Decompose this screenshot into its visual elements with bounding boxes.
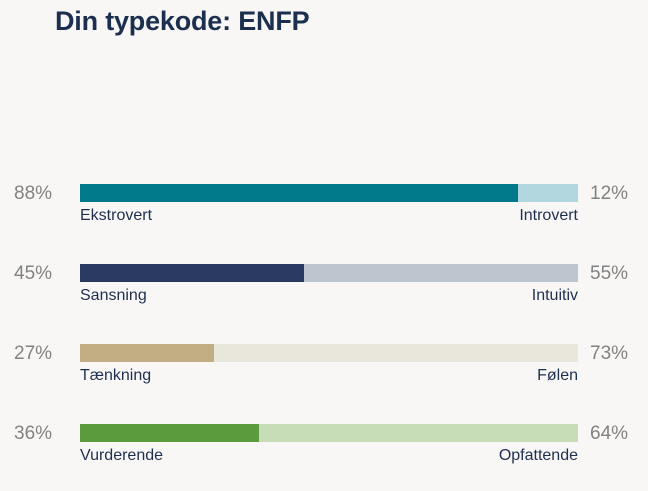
dichotomy-row: 45% 55% Sansning Intuitiv — [0, 251, 648, 331]
right-pole-label: Opfattende — [498, 447, 578, 464]
label-line: Tænkning Følen — [80, 364, 578, 388]
dichotomy-bar-list: 88% 12% Ekstrovert Introvert 45% 55% — [0, 171, 648, 491]
left-pole-label: Ekstrovert — [80, 207, 153, 224]
dichotomy-row: 36% 64% Vurderende Opfattende — [0, 411, 648, 491]
bar-segment-left — [80, 184, 519, 202]
typecode-result-page: Din typekode: ENFP 88% 12% Ekstrovert In… — [14, 6, 629, 464]
bar-segment-right — [304, 264, 578, 282]
bar-line: 27% 73% — [0, 341, 648, 365]
bar-line: 36% 64% — [0, 421, 648, 445]
right-pole-label: Følen — [537, 367, 578, 384]
bar-segment-right — [518, 184, 578, 202]
right-pole-label: Intuitiv — [531, 287, 578, 304]
left-percent-value: 45% — [14, 262, 53, 284]
left-percent-value: 27% — [14, 342, 53, 364]
left-pole-label: Tænkning — [80, 367, 152, 384]
bar-segment-left — [80, 424, 260, 442]
right-percent-value: 64% — [590, 422, 629, 444]
left-percent-value: 88% — [14, 182, 53, 204]
left-pole-label: Sansning — [80, 287, 147, 304]
left-percent-value: 36% — [14, 422, 53, 444]
label-line: Sansning Intuitiv — [80, 284, 578, 308]
bar-segment-left — [80, 344, 215, 362]
stacked-bar-track[interactable] — [80, 184, 578, 202]
bar-segment-right — [259, 424, 578, 442]
stacked-bar-track[interactable] — [80, 264, 578, 282]
left-pole-label: Vurderende — [80, 447, 164, 464]
bar-line: 45% 55% — [0, 261, 648, 285]
label-line: Vurderende Opfattende — [80, 444, 578, 468]
dichotomy-row: 27% 73% Tænkning Følen — [0, 331, 648, 411]
bar-segment-right — [214, 344, 578, 362]
right-pole-label: Introvert — [519, 207, 578, 224]
bar-segment-left — [80, 264, 305, 282]
stacked-bar-track[interactable] — [80, 424, 578, 442]
dichotomy-row: 88% 12% Ekstrovert Introvert — [0, 171, 648, 251]
right-percent-value: 55% — [590, 262, 629, 284]
label-line: Ekstrovert Introvert — [80, 204, 578, 228]
stacked-bar-track[interactable] — [80, 344, 578, 362]
right-percent-value: 73% — [590, 342, 629, 364]
right-percent-value: 12% — [590, 182, 629, 204]
bar-line: 88% 12% — [0, 181, 648, 205]
page-title: Din typekode: ENFP — [55, 6, 310, 36]
